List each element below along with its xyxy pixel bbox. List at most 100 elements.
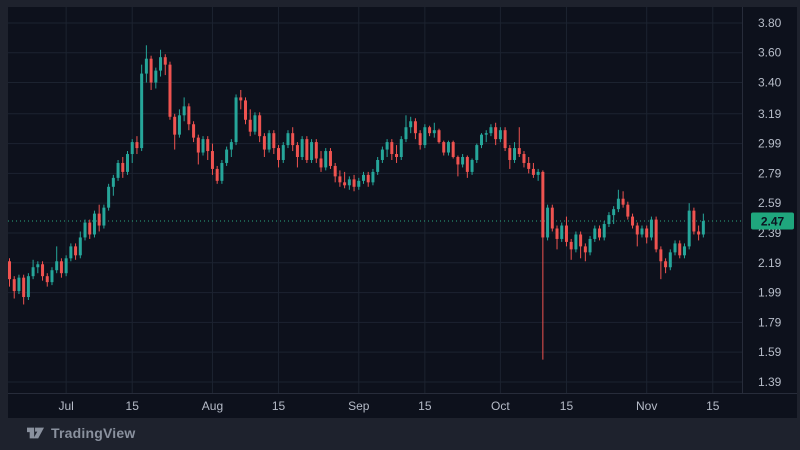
- price-axis[interactable]: 3.803.603.403.192.992.792.592.392.191.99…: [758, 16, 782, 389]
- candle-body: [173, 116, 177, 135]
- candle-body: [97, 213, 101, 226]
- candle-body: [324, 151, 328, 168]
- candle-body: [503, 130, 507, 149]
- candle-body: [196, 137, 200, 153]
- candle-body: [357, 180, 361, 187]
- candle-body: [621, 198, 625, 205]
- time-axis[interactable]: Jul 15 Aug 15 Sep 15 Oct 15 Nov 15: [58, 399, 719, 413]
- candle-body: [121, 162, 125, 172]
- candle-body: [649, 219, 653, 238]
- candle-body: [26, 276, 30, 298]
- price-tick-label: 1.39: [758, 375, 782, 389]
- candle-body: [678, 243, 682, 256]
- price-tick-label: 3.40: [758, 76, 782, 90]
- candle-body: [541, 171, 545, 238]
- candle-body: [328, 151, 332, 166]
- candle-body: [144, 58, 148, 74]
- candle-body: [522, 154, 526, 163]
- candle-body: [664, 261, 668, 268]
- candle-body: [149, 58, 153, 83]
- candle-body: [626, 204, 630, 217]
- candle-body: [83, 222, 87, 238]
- candle-body: [116, 162, 120, 178]
- candle-body: [286, 133, 290, 146]
- candle-body: [177, 115, 181, 135]
- candle-body: [201, 139, 205, 153]
- candle-body: [22, 277, 26, 298]
- candle-body: [343, 182, 347, 186]
- time-tick-label: Sep: [348, 399, 370, 413]
- candle-body: [12, 279, 16, 292]
- candle-body: [508, 148, 512, 160]
- candle-body: [413, 121, 417, 134]
- candle-body: [494, 127, 498, 140]
- candle-body: [229, 142, 233, 150]
- candle-body: [210, 151, 214, 169]
- candle-body: [17, 277, 21, 292]
- candle-body: [607, 215, 611, 225]
- time-tick-label: 15: [560, 399, 574, 413]
- candle-body: [300, 139, 304, 158]
- candle-body: [498, 130, 502, 140]
- candle-body: [631, 216, 635, 226]
- price-tick-label: 1.59: [758, 345, 782, 359]
- candle-body: [659, 249, 663, 262]
- candle-body: [262, 136, 266, 150]
- candle-body: [319, 158, 323, 168]
- candles-series: [8, 45, 705, 360]
- candle-body: [253, 115, 257, 132]
- candle-body: [395, 154, 399, 158]
- candle-body: [267, 133, 271, 150]
- candle-body: [475, 145, 479, 160]
- candle-body: [64, 258, 68, 274]
- candle-body: [45, 276, 49, 283]
- candle-body: [206, 139, 210, 152]
- candle-body: [55, 261, 59, 271]
- candle-body: [41, 264, 45, 277]
- candle-body: [555, 228, 559, 239]
- time-tick-label: 15: [418, 399, 432, 413]
- time-tick-label: Nov: [636, 399, 657, 413]
- candle-body: [305, 139, 309, 160]
- candle-body: [347, 179, 351, 186]
- candle-body: [239, 97, 243, 101]
- candle-body: [248, 119, 252, 132]
- candle-body: [654, 219, 658, 250]
- chart-panel[interactable]: 3.80 3.60 3.40 3.19 2.99 2.79 2.59 2.39 2.19 1.99…: [8, 7, 797, 418]
- candle-body: [635, 225, 639, 235]
- candle-body: [673, 243, 677, 253]
- candle-body: [527, 162, 531, 169]
- price-tick-label: 2.59: [758, 196, 782, 210]
- candle-body: [272, 133, 276, 149]
- candle-body: [130, 142, 134, 155]
- price-tick-label: 3.19: [758, 107, 782, 121]
- candle-body: [8, 261, 11, 280]
- candle-body: [517, 148, 521, 155]
- candle-body: [59, 261, 63, 274]
- candle-body: [480, 134, 483, 146]
- candle-body: [215, 168, 219, 181]
- candle-body: [69, 246, 73, 259]
- candle-body: [640, 228, 644, 235]
- price-tick-label: 1.99: [758, 286, 782, 300]
- candle-body: [560, 225, 564, 239]
- candle-body: [531, 168, 535, 175]
- tradingview-logo-text: TradingView: [51, 425, 136, 441]
- candle-body: [102, 207, 106, 226]
- candle-body: [187, 106, 191, 125]
- candle-body: [182, 106, 186, 116]
- candle-body: [692, 210, 696, 232]
- candle-body: [333, 165, 337, 177]
- candle-body: [418, 133, 422, 146]
- candle-body: [612, 209, 616, 216]
- candle-body: [163, 57, 167, 65]
- candlestick-chart[interactable]: 3.803.603.403.192.992.792.592.392.191.99…: [8, 7, 797, 418]
- candle-body: [376, 159, 380, 172]
- candle-body: [277, 148, 281, 160]
- candle-body: [192, 124, 196, 138]
- tradingview-logo[interactable]: TradingView: [27, 425, 135, 441]
- candle-body: [36, 264, 40, 268]
- candle-body: [258, 115, 262, 137]
- time-tick-label: Jul: [58, 399, 73, 413]
- candle-body: [598, 228, 601, 238]
